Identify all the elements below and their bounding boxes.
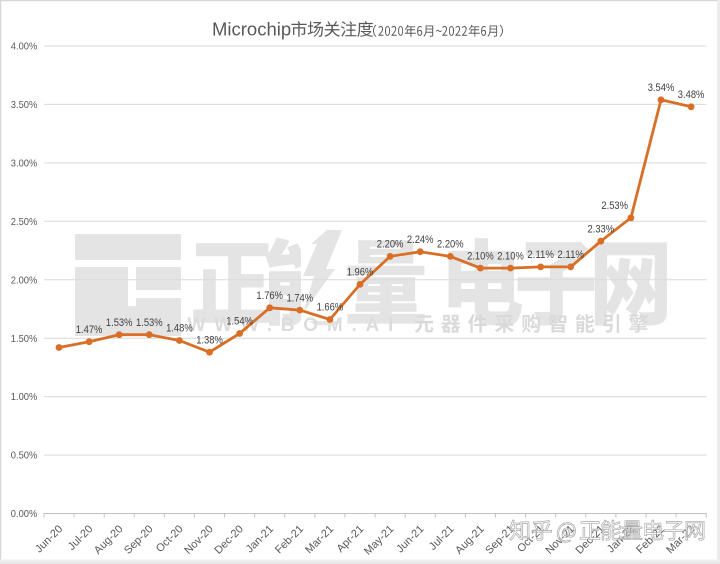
svg-text:2.24%: 2.24%: [407, 234, 434, 246]
svg-text:1.48%: 1.48%: [166, 323, 193, 335]
svg-text:2.53%: 2.53%: [601, 200, 628, 212]
svg-text:2.11%: 2.11%: [557, 249, 584, 261]
svg-text:2.00%: 2.00%: [11, 274, 38, 286]
svg-text:1.47%: 1.47%: [76, 324, 103, 336]
svg-text:2.20%: 2.20%: [437, 239, 464, 251]
svg-text:3.50%: 3.50%: [11, 99, 38, 111]
svg-text:3.00%: 3.00%: [11, 158, 38, 170]
svg-text:2.11%: 2.11%: [527, 249, 554, 261]
svg-text:1.00%: 1.00%: [11, 391, 38, 403]
svg-text:2.10%: 2.10%: [497, 250, 524, 262]
svg-text:0.50%: 0.50%: [11, 450, 38, 462]
svg-text:3.48%: 3.48%: [678, 89, 705, 101]
svg-text:1.38%: 1.38%: [196, 334, 223, 346]
svg-text:WWW.BOM.AI: WWW.BOM.AI: [188, 315, 403, 336]
svg-text:1.74%: 1.74%: [287, 292, 314, 304]
svg-text:1.66%: 1.66%: [317, 302, 344, 314]
svg-text:1.76%: 1.76%: [256, 290, 283, 302]
svg-text:4.00%: 4.00%: [11, 41, 38, 53]
svg-text:Microchip: Microchip: [212, 19, 291, 40]
svg-text:0.00%: 0.00%: [11, 508, 38, 520]
svg-text:1.53%: 1.53%: [106, 317, 133, 329]
svg-text:1.50%: 1.50%: [11, 333, 38, 345]
svg-text:2.50%: 2.50%: [11, 216, 38, 228]
svg-text:1.54%: 1.54%: [226, 316, 253, 328]
svg-text:1.53%: 1.53%: [136, 317, 163, 329]
svg-text:3.54%: 3.54%: [648, 82, 675, 94]
svg-text:1.96%: 1.96%: [347, 267, 374, 279]
svg-text:2.10%: 2.10%: [467, 250, 494, 262]
svg-text:2.20%: 2.20%: [377, 239, 404, 251]
svg-text:2.33%: 2.33%: [588, 223, 615, 235]
